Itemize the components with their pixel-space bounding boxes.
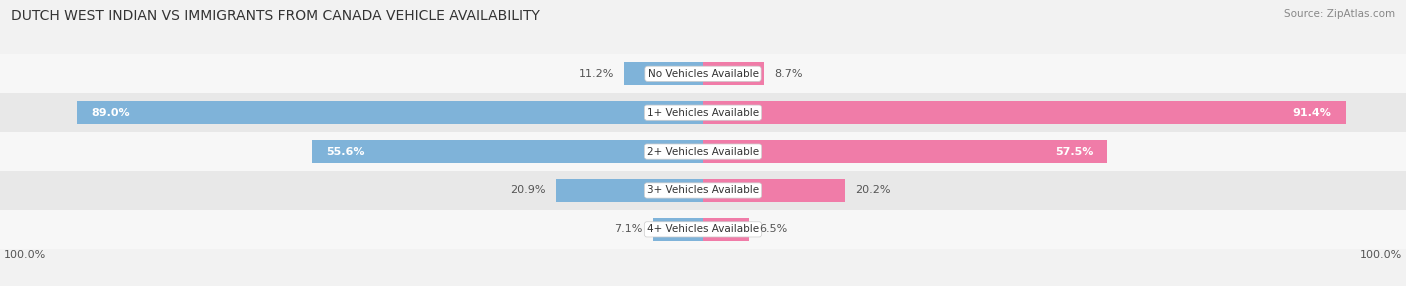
- Bar: [0, 210, 1406, 249]
- Bar: [703, 101, 1346, 124]
- Bar: [703, 218, 749, 241]
- Text: DUTCH WEST INDIAN VS IMMIGRANTS FROM CANADA VEHICLE AVAILABILITY: DUTCH WEST INDIAN VS IMMIGRANTS FROM CAN…: [11, 9, 540, 23]
- Text: 1+ Vehicles Available: 1+ Vehicles Available: [647, 108, 759, 118]
- Text: 4+ Vehicles Available: 4+ Vehicles Available: [647, 225, 759, 234]
- Text: 6.5%: 6.5%: [759, 225, 787, 234]
- Text: 89.0%: 89.0%: [91, 108, 129, 118]
- Text: 20.9%: 20.9%: [510, 186, 546, 195]
- Text: 100.0%: 100.0%: [1360, 250, 1403, 260]
- Bar: [77, 101, 703, 124]
- Bar: [624, 62, 703, 86]
- Text: Source: ZipAtlas.com: Source: ZipAtlas.com: [1284, 9, 1395, 19]
- Text: 8.7%: 8.7%: [775, 69, 803, 79]
- Bar: [703, 179, 845, 202]
- Text: 91.4%: 91.4%: [1292, 108, 1331, 118]
- Bar: [0, 171, 1406, 210]
- Text: 11.2%: 11.2%: [578, 69, 614, 79]
- Text: 2+ Vehicles Available: 2+ Vehicles Available: [647, 147, 759, 156]
- Bar: [703, 140, 1108, 163]
- Text: No Vehicles Available: No Vehicles Available: [648, 69, 758, 79]
- Text: 57.5%: 57.5%: [1054, 147, 1094, 156]
- Bar: [0, 132, 1406, 171]
- Text: 55.6%: 55.6%: [326, 147, 364, 156]
- Text: 20.2%: 20.2%: [855, 186, 891, 195]
- Text: 7.1%: 7.1%: [614, 225, 643, 234]
- Bar: [0, 93, 1406, 132]
- Text: 100.0%: 100.0%: [3, 250, 46, 260]
- Text: 3+ Vehicles Available: 3+ Vehicles Available: [647, 186, 759, 195]
- Bar: [312, 140, 703, 163]
- Bar: [703, 62, 765, 86]
- Bar: [557, 179, 703, 202]
- Bar: [0, 54, 1406, 93]
- Bar: [652, 218, 703, 241]
